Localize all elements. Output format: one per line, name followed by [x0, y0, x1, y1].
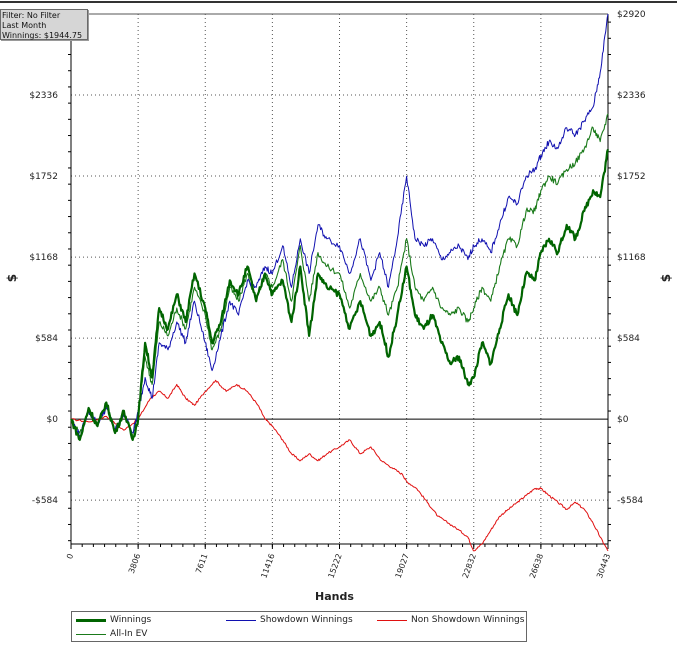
y-tick-label-right: $1752: [617, 172, 646, 182]
filter-text: Filter: No Filter: [2, 11, 61, 20]
legend-label-showdown: Showdown Winnings: [260, 615, 353, 625]
series-layer: [70, 13, 610, 552]
legend-item-non-showdown: Non Showdown Winnings: [377, 614, 524, 626]
period-text: Last Month: [2, 21, 47, 30]
filter-info-box: Filter: No Filter Last Month Winnings: $…: [0, 9, 88, 40]
y-tick-label-right: $584: [617, 334, 640, 344]
y-axis-title-left: $: [5, 274, 19, 282]
legend-item-winnings: Winnings: [76, 614, 151, 626]
x-tick-label: 22832: [461, 552, 478, 579]
grid-layer: [71, 13, 609, 544]
series-line-winnings: [70, 148, 610, 441]
y-tick-label-right: $2336: [617, 91, 646, 101]
y-tick-label-left: -$584: [32, 496, 58, 506]
y-tick-label-left: $1168: [29, 253, 58, 263]
x-tick-label: 15222: [327, 552, 344, 579]
y-tick-label-left: $0: [47, 415, 59, 425]
x-tick-label: 19027: [394, 552, 411, 579]
x-tick-label: 11416: [259, 552, 276, 579]
legend-label-winnings: Winnings: [110, 615, 152, 625]
legend-label-all-in-ev: All-In EV: [110, 629, 148, 639]
x-tick-label: 30443: [595, 552, 612, 579]
legend-item-showdown: Showdown Winnings: [226, 614, 353, 626]
y-tick-label-left: $584: [35, 334, 58, 344]
x-tick-label: 7611: [194, 552, 209, 574]
label-layer: 0 3806 7611 11416 15222 19027 22832 26638 30443 $…: [5, 10, 673, 603]
y-tick-label-right: -$584: [617, 496, 643, 506]
series-line-non-showdown: [70, 379, 609, 552]
y-axis-title-right: $: [659, 274, 673, 282]
y-tick-label-right: $0: [617, 415, 629, 425]
legend-label-non-showdown: Non Showdown Winnings: [411, 615, 525, 625]
x-tick-label: 26638: [528, 552, 545, 579]
legend-swatch-non-showdown: [377, 619, 407, 621]
winnings-total-text: Winnings: $1944.75: [2, 31, 83, 40]
y-tick-label-right: $2920: [617, 10, 646, 20]
legend-swatch-winnings: [76, 618, 106, 622]
legend-item-all-in-ev: All-In EV: [76, 628, 147, 640]
x-tick-label: 0: [65, 552, 75, 560]
legend-swatch-showdown: [226, 619, 256, 621]
y-tick-label-left: $1752: [29, 172, 58, 182]
legend-swatch-all-in-ev: [76, 633, 106, 635]
axis-layer: [0, 1, 677, 549]
series-line-showdown: [70, 13, 609, 437]
x-tick-label: 3806: [127, 552, 142, 574]
y-tick-label-right: $1168: [617, 253, 646, 263]
y-tick-label-left: $2336: [29, 91, 58, 101]
chart-legend: Winnings Showdown Winnings Non Showdown …: [71, 611, 527, 642]
x-axis-title: Hands: [315, 590, 354, 603]
